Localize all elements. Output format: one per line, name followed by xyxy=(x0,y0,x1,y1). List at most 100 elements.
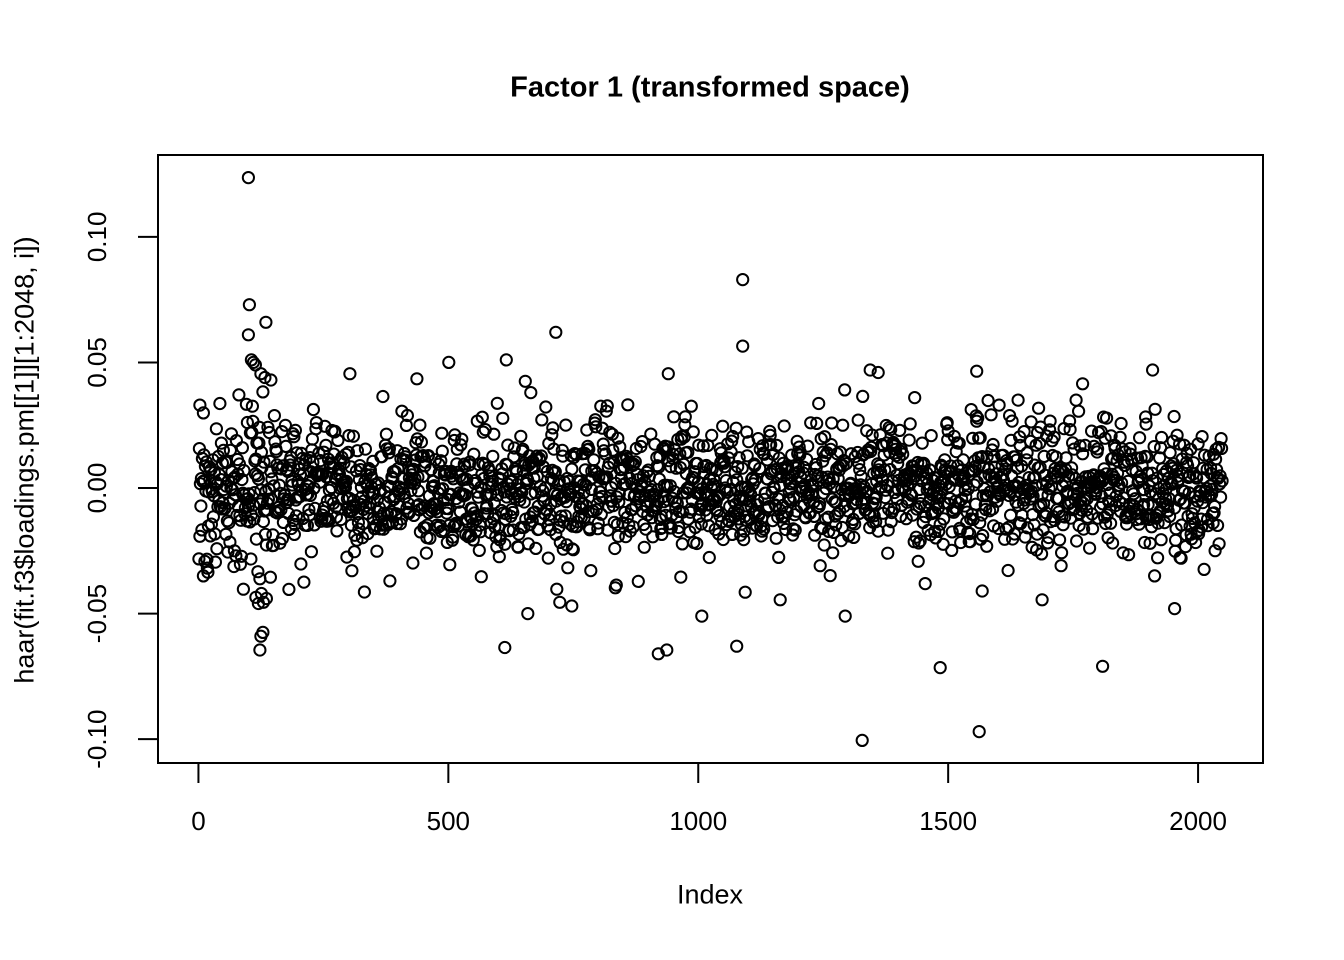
scatter-point xyxy=(266,538,280,553)
scatter-point xyxy=(810,416,824,430)
scatter-point xyxy=(908,391,922,405)
scatter-point-outlier xyxy=(258,370,272,385)
scatter-point xyxy=(892,450,906,464)
scatter-point-outlier xyxy=(246,355,260,369)
scatter-point xyxy=(413,418,427,432)
scatter-point xyxy=(210,542,224,556)
x-tick-label: 500 xyxy=(427,806,470,836)
scatter-point-outlier xyxy=(343,367,357,381)
scatter-point xyxy=(306,402,320,417)
scatter-point xyxy=(399,418,413,432)
scatter-point xyxy=(1207,506,1221,520)
scatter-point-outlier xyxy=(254,367,268,381)
scatter-point xyxy=(339,474,353,488)
scatter-point xyxy=(357,585,371,599)
scatter-point xyxy=(1053,533,1067,547)
scatter-point xyxy=(235,441,249,455)
scatter-point-outlier xyxy=(972,725,986,739)
scatter-point xyxy=(331,433,345,447)
scatter-point xyxy=(529,541,543,556)
scatter-point xyxy=(788,523,802,537)
scatter-point xyxy=(847,530,861,545)
scatter-point xyxy=(233,557,247,571)
scatter-point xyxy=(552,474,566,488)
scatter-point xyxy=(458,488,472,502)
scatter-point xyxy=(606,443,620,457)
scatter-point xyxy=(929,531,943,545)
scatter-point xyxy=(259,538,273,552)
scatter-point xyxy=(1022,471,1036,485)
scatter-point xyxy=(1086,522,1100,536)
scatter-point xyxy=(1205,487,1219,501)
scatter-point xyxy=(1167,409,1181,424)
scatter-point xyxy=(1174,551,1188,565)
scatter-point xyxy=(421,449,435,463)
scatter-point xyxy=(924,429,938,443)
scatter-point xyxy=(545,428,559,442)
scatter-point xyxy=(599,404,613,418)
scatter-point xyxy=(822,524,836,539)
scatter-point xyxy=(817,538,831,552)
scatter-point xyxy=(1073,439,1087,453)
scatter-point xyxy=(538,481,552,495)
scatter-point-outlier xyxy=(1168,602,1182,616)
scatter-point xyxy=(235,472,249,487)
scatter-point xyxy=(824,438,838,452)
scatter-point xyxy=(1150,508,1164,522)
scatter-point xyxy=(1029,479,1043,493)
y-tick-label: -0.10 xyxy=(82,710,112,769)
scatter-point xyxy=(952,436,966,450)
scatter-point xyxy=(1091,442,1105,456)
scatter-point xyxy=(655,527,669,542)
scatter-point xyxy=(918,577,932,591)
scatter-point xyxy=(308,501,322,515)
scatter-point xyxy=(467,506,481,520)
scatter-point xyxy=(363,463,377,477)
scatter-point xyxy=(228,488,242,502)
scatter-point xyxy=(411,484,425,498)
scatter-point xyxy=(753,461,767,476)
scatter-point xyxy=(949,445,963,459)
y-tick-label: -0.05 xyxy=(82,584,112,643)
scatter-point xyxy=(1214,432,1228,446)
scatter-point xyxy=(506,505,520,520)
scatter-point xyxy=(611,431,625,445)
scatter-point xyxy=(461,480,475,494)
scatter-point xyxy=(684,399,698,413)
scatter-point-outlier xyxy=(549,325,563,339)
scatter-point xyxy=(1191,437,1205,451)
scatter-point xyxy=(772,550,786,565)
scatter-point xyxy=(973,516,987,530)
scatter-point xyxy=(878,463,892,477)
scatter-point xyxy=(388,465,402,479)
chart-title: Factor 1 (transformed space) xyxy=(510,71,910,104)
scatter-point xyxy=(236,582,250,596)
scatter-point xyxy=(1154,533,1168,547)
scatter-point xyxy=(547,442,561,456)
scatter-point xyxy=(913,534,927,548)
scatter-point-outlier xyxy=(259,591,273,606)
scatter-point xyxy=(678,418,692,432)
scatter-point xyxy=(1047,430,1061,444)
scatter-point xyxy=(1213,477,1227,491)
scatter-point-outlier xyxy=(242,298,256,312)
scatter-point-outlier xyxy=(1076,377,1090,391)
scatter-point xyxy=(1014,517,1028,531)
scatter-point xyxy=(851,413,865,427)
scatter-point xyxy=(678,410,692,424)
scatter-point xyxy=(196,406,210,420)
scatter-point xyxy=(613,440,627,454)
scatter-point xyxy=(1151,516,1165,530)
scatter-point xyxy=(581,505,595,519)
scatter-point xyxy=(507,441,521,455)
scatter-point xyxy=(200,552,214,566)
scatter-point-outlier xyxy=(1096,659,1110,673)
scatter-point xyxy=(539,400,553,414)
scatter-point xyxy=(561,561,575,575)
scatter-point xyxy=(466,533,480,547)
x-tick-label: 1000 xyxy=(669,806,727,836)
scatter-point-outlier xyxy=(736,339,750,353)
scatter-point xyxy=(797,460,811,474)
scatter-point xyxy=(664,521,678,535)
scatter-point xyxy=(591,516,605,530)
